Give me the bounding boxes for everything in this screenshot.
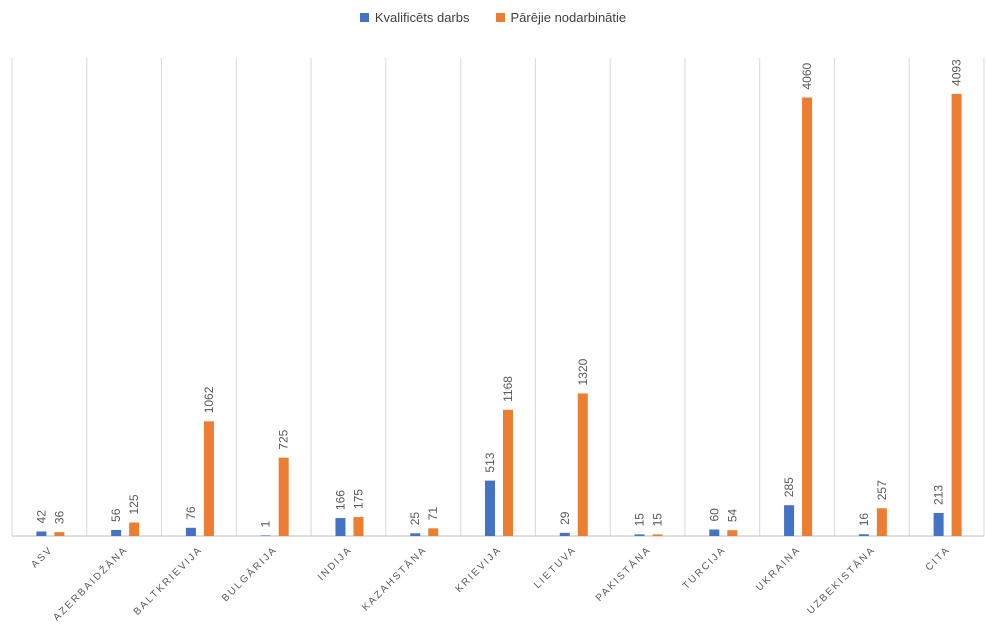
data-label-series-1: 25: [408, 512, 422, 526]
bar-series-2: [353, 517, 364, 536]
bar-series-2: [428, 528, 439, 536]
bar-series-2: [951, 93, 962, 537]
data-label-series-1: 285: [782, 477, 796, 497]
x-tick-label: ASV: [29, 544, 55, 570]
data-label-series-1: 15: [633, 513, 647, 527]
data-label-series-2: 1062: [202, 386, 216, 413]
x-tick-label: BULGĀRIJA: [219, 544, 280, 605]
data-label-series-1: 513: [483, 452, 497, 472]
bar-series-1: [933, 512, 944, 536]
bar-series-1: [410, 533, 421, 536]
data-label-series-2: 54: [725, 508, 739, 522]
data-label-series-1: 166: [333, 490, 347, 510]
data-label-series-2: 36: [52, 510, 66, 524]
data-label-series-2: 125: [127, 494, 141, 514]
x-tick-label: PAKISTĀNA: [593, 544, 653, 604]
x-tick-label: UKRAINA: [754, 544, 803, 593]
data-label-series-1: 42: [34, 510, 48, 524]
x-tick-label: TURCIJA: [681, 544, 729, 592]
bar-series-2: [129, 522, 140, 536]
data-label-series-1: 213: [932, 485, 946, 505]
data-label-series-2: 15: [651, 513, 665, 527]
bar-series-2: [727, 530, 738, 536]
data-label-series-2: 71: [426, 507, 440, 521]
x-tick-label: UZBEKISTĀNA: [805, 544, 878, 617]
data-label-series-1: 60: [707, 508, 721, 522]
legend-label-series-1: Kvalificēts darbs: [374, 10, 470, 25]
bar-series-2: [203, 421, 214, 536]
x-tick-label: LIETUVA: [532, 544, 579, 591]
bar-series-1: [260, 535, 271, 536]
bar-series-2: [503, 409, 513, 536]
legend: Kvalificēts darbs Pārējie nodarbinātie: [0, 10, 986, 25]
data-label-series-1: 16: [857, 513, 871, 527]
bar-series-2: [652, 534, 663, 536]
x-tick-label: KAZAHSTĀNA: [360, 544, 430, 614]
x-tick-label: BALTKRIEVIJA: [132, 544, 205, 617]
bar-series-2: [54, 532, 65, 536]
bar-series-1: [111, 529, 122, 536]
legend-item-series-2: Pārējie nodarbinātie: [495, 10, 627, 25]
data-label-series-1: 29: [558, 511, 572, 525]
bar-series-1: [709, 529, 720, 536]
data-label-series-2: 257: [875, 480, 889, 500]
data-label-series-2: 1320: [576, 358, 590, 385]
legend-swatch-series-1: [359, 13, 369, 22]
bar-series-2: [876, 508, 887, 536]
data-label-series-1: 76: [184, 506, 198, 520]
x-tick-label: INDIJA: [316, 544, 355, 583]
data-label-series-2: 4060: [800, 62, 814, 89]
bar-series-1: [634, 534, 645, 536]
bar-series-1: [36, 531, 47, 536]
legend-item-series-1: Kvalificēts darbs: [359, 10, 470, 25]
bar-series-2: [802, 97, 813, 537]
bar-series-1: [335, 518, 346, 536]
data-label-series-1: 1: [259, 520, 273, 527]
data-label-series-2: 1168: [501, 376, 515, 402]
bar-series-1: [185, 527, 196, 536]
bar-series-1: [559, 532, 570, 536]
x-tick-label: CITA: [924, 544, 953, 573]
data-label-series-2: 175: [351, 489, 365, 509]
bar-series-1: [784, 505, 795, 536]
data-label-series-2: 725: [277, 429, 291, 449]
data-label-series-1: 56: [109, 508, 123, 522]
x-tick-label: AZERBAIDŽĀNA: [50, 543, 130, 623]
bar-series-2: [278, 457, 289, 536]
legend-swatch-series-2: [495, 13, 505, 22]
bar-series-1: [485, 480, 495, 536]
data-label-series-2: 4093: [950, 59, 964, 86]
bar-series-1: [858, 534, 869, 536]
legend-label-series-2: Pārējie nodarbinātie: [510, 10, 627, 25]
bar-series-2: [577, 393, 588, 536]
x-tick-label: KRIEVIJA: [454, 544, 505, 595]
